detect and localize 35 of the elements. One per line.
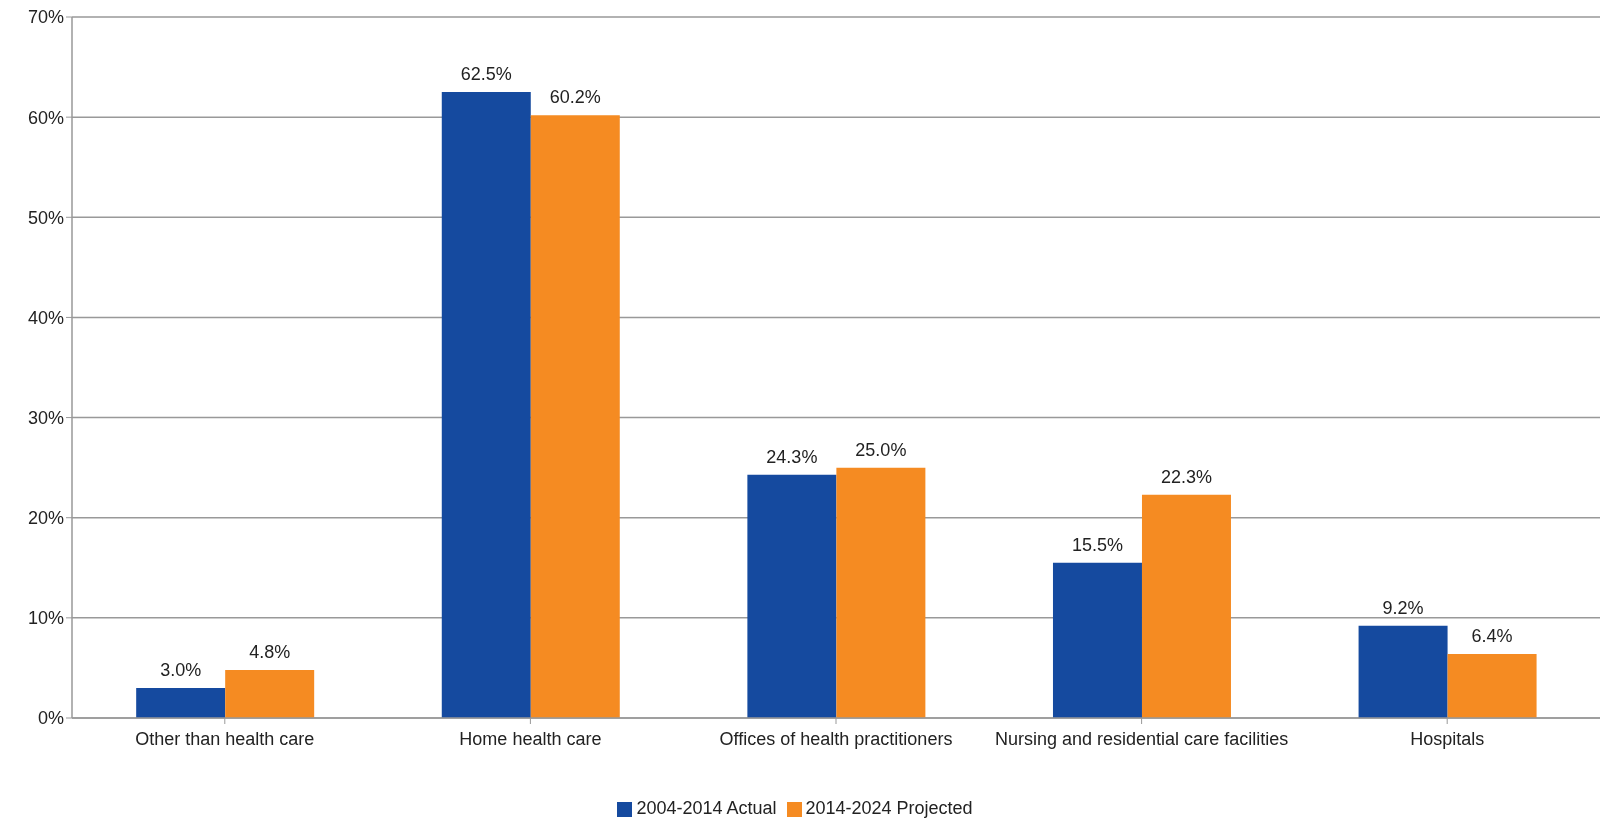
bar [225, 669, 315, 718]
x-tick-label: Home health care [459, 728, 602, 749]
y-tick-label: 60% [27, 107, 64, 128]
y-tick-label: 40% [27, 307, 64, 328]
y-tick-label: 20% [27, 508, 64, 529]
data-label: 6.4% [1471, 625, 1513, 646]
x-tick-label: Offices of health practitioners [719, 728, 953, 749]
x-tick-label: Nursing and residential care facilities [995, 728, 1289, 749]
bar [747, 474, 837, 718]
legend-label: 2004-2014 Actual [636, 798, 777, 818]
bar [530, 115, 620, 718]
data-label: 62.5% [460, 64, 512, 85]
data-label: 60.2% [549, 87, 601, 108]
bar [1447, 653, 1537, 718]
bar [136, 687, 226, 718]
bar [441, 92, 531, 718]
y-tick-label: 0% [37, 708, 64, 729]
data-label: 15.5% [1071, 534, 1123, 555]
bar [836, 467, 926, 718]
bar [1141, 494, 1231, 718]
y-tick-label: 10% [27, 608, 64, 629]
data-label: 3.0% [160, 659, 202, 680]
data-label: 9.2% [1382, 597, 1424, 618]
legend-label: 2014-2024 Projected [805, 798, 973, 818]
y-tick-label: 70% [27, 7, 64, 28]
data-label: 25.0% [855, 439, 907, 460]
data-label: 22.3% [1160, 466, 1212, 487]
data-label: 24.3% [766, 446, 818, 467]
data-label: 4.8% [249, 641, 291, 662]
bar [1052, 562, 1142, 718]
bar [1358, 625, 1448, 718]
x-tick-label: Hospitals [1410, 728, 1485, 749]
y-tick-label: 30% [27, 407, 64, 428]
y-tick-label: 50% [27, 207, 64, 228]
x-tick-label: Other than health care [135, 728, 315, 749]
